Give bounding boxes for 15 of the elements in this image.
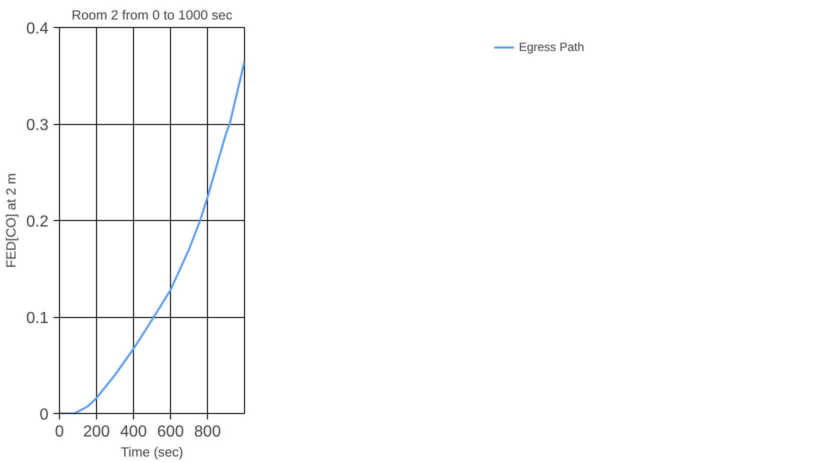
y-tick-label: 0.3: [26, 117, 49, 134]
y-tick-label: 0.4: [26, 20, 49, 38]
x-tick-label: 400: [120, 424, 147, 440]
y-tick-label: 0.1: [26, 310, 49, 327]
y-axis-title: FED[CO] at 2 m: [3, 173, 18, 268]
legend-label: Egress Path: [518, 40, 584, 54]
x-tick-label: 0: [55, 424, 64, 440]
x-tick-label: 200: [83, 424, 110, 440]
y-tick-label: 0.2: [26, 214, 49, 230]
x-tick-label: 600: [157, 424, 184, 440]
chart-title: Room 2 from 0 to 1000 sec: [72, 8, 233, 22]
y-tick-label: 0: [40, 406, 49, 424]
line-series: [60, 60, 244, 414]
x-tick-label: 800: [194, 424, 221, 440]
x-axis-title: Time (sec): [120, 444, 184, 460]
